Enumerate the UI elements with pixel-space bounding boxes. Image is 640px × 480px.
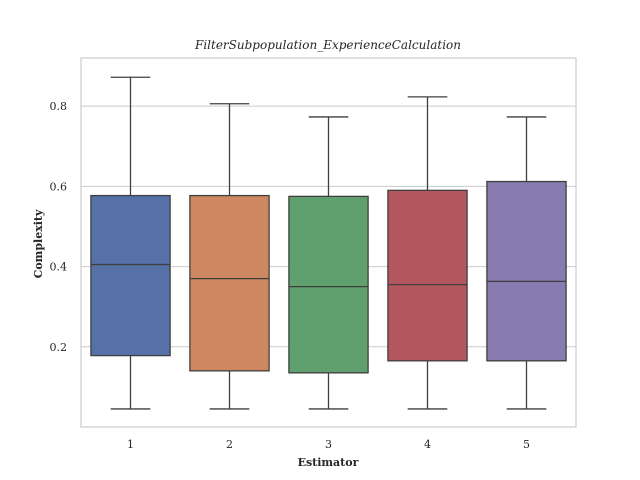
box-1 xyxy=(90,76,171,410)
x-tick-label: 5 xyxy=(523,438,530,451)
x-axis-label: Estimator xyxy=(298,456,359,469)
box-4 xyxy=(387,96,468,410)
box-iqr xyxy=(90,194,171,357)
y-axis-ticks: 0.2 0.4 0.6 0.8 xyxy=(50,100,68,354)
box-2 xyxy=(189,103,270,410)
chart-title: FilterSubpopulation_ExperienceCalculatio… xyxy=(194,38,461,52)
box-iqr xyxy=(288,195,369,374)
x-tick-label: 3 xyxy=(325,438,332,451)
box-iqr xyxy=(387,189,468,362)
box-3 xyxy=(288,116,369,410)
y-tick-label: 0.8 xyxy=(50,100,68,113)
box-iqr xyxy=(486,180,567,362)
box-iqr xyxy=(189,194,270,372)
x-tick-label: 4 xyxy=(424,438,431,451)
y-tick-label: 0.4 xyxy=(50,261,68,274)
box-5 xyxy=(486,116,567,410)
x-axis-ticks: 1 2 3 4 5 xyxy=(127,438,530,451)
plot-frame xyxy=(80,57,577,428)
x-tick-label: 1 xyxy=(127,438,134,451)
y-tick-label: 0.6 xyxy=(50,180,68,193)
x-tick-label: 2 xyxy=(226,438,233,451)
box-group xyxy=(90,76,567,410)
y-tick-label: 0.2 xyxy=(50,341,68,354)
y-axis-label: Complexity xyxy=(32,209,45,278)
